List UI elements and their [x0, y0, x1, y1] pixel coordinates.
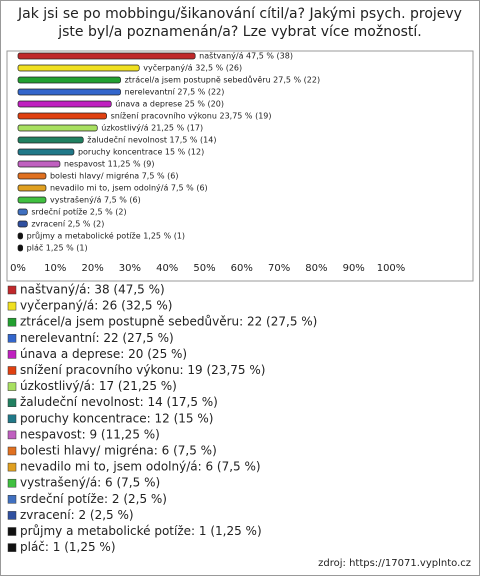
value-label: úzkostlivý/á 21,25 % (17) — [101, 124, 203, 133]
legend-label: nerelevantní: 22 (27,5 %) — [20, 331, 174, 345]
value-label: naštvaný/á 47,5 % (38) — [199, 51, 293, 61]
legend-label: průjmy a metabolické potíže: 1 (1,25 %) — [20, 524, 262, 538]
legend-label: pláč: 1 (1,25 %) — [20, 540, 116, 554]
x-tick-label: 60% — [231, 263, 253, 274]
bar — [17, 232, 24, 240]
bar — [17, 172, 47, 180]
legend-label: únava a deprese: 20 (25 %) — [20, 347, 187, 361]
bar — [17, 124, 98, 132]
legend-label: naštvaný/á: 38 (47,5 %) — [20, 283, 165, 297]
legend-label: nespavost: 9 (11,25 %) — [20, 427, 160, 441]
value-label: vyčerpaný/á 32,5 % (26) — [143, 63, 242, 73]
value-label: snížení pracovního výkonu 23,75 % (19) — [111, 112, 272, 121]
legend-swatch — [7, 317, 17, 327]
legend-swatch — [7, 301, 17, 311]
x-tick-label: 40% — [156, 263, 178, 274]
legend-label: úzkostlivý/á: 17 (21,25 %) — [20, 379, 177, 393]
legend-swatch — [7, 527, 17, 536]
x-tick-label: 70% — [268, 263, 290, 274]
legend-swatch — [7, 462, 17, 472]
legend-swatch — [7, 495, 17, 504]
legend-label: vystrašený/á: 6 (7,5 %) — [20, 476, 160, 490]
value-label: žaludeční nevolnost 17,5 % (14) — [87, 135, 216, 145]
bar — [17, 64, 140, 72]
legend-swatch — [7, 478, 17, 488]
value-label: bolesti hlavy/ migréna 7,5 % (6) — [50, 171, 178, 181]
chart-title: Jak jsi se po mobbingu/šikanování cítil/… — [18, 6, 462, 40]
legend-swatch — [7, 414, 17, 424]
bar — [17, 112, 107, 120]
legend-label: poruchy koncentrace: 12 (15 %) — [20, 411, 213, 425]
plot-frame — [6, 50, 474, 282]
value-label: únava a deprese 25 % (20) — [115, 100, 224, 109]
source: zdroj: https://17071.vyplnto.cz — [318, 558, 471, 569]
legend-swatch — [7, 350, 17, 359]
x-tick-label: 50% — [193, 263, 215, 274]
value-label: nespavost 11,25 % (9) — [64, 160, 155, 169]
legend-swatch — [7, 430, 17, 440]
bar — [17, 52, 196, 60]
x-tick-label: 20% — [81, 263, 103, 274]
legend-swatch — [7, 543, 17, 552]
value-label: ztrácel/a jsem postupně sebedůvěru 27,5 … — [125, 75, 321, 85]
value-label: vystrašený/á 7,5 % (6) — [50, 195, 141, 205]
legend-label: žaludeční nevolnost: 14 (17,5 %) — [20, 395, 218, 409]
legend-swatch — [7, 382, 17, 391]
x-tick-label: 30% — [119, 263, 141, 274]
value-label: pláč 1,25 % (1) — [27, 243, 88, 253]
bar — [17, 160, 61, 168]
bar — [17, 88, 121, 96]
bar — [17, 208, 28, 216]
bar — [17, 184, 47, 192]
x-tick-label: 80% — [305, 263, 327, 274]
x-tick-label: 90% — [343, 263, 365, 274]
x-tick-label: 100% — [377, 263, 406, 274]
legend-swatch — [7, 398, 17, 407]
value-label: nerelevantní 27,5 % (22) — [125, 88, 225, 97]
legend-swatch — [7, 511, 17, 520]
legend-swatch — [7, 446, 17, 456]
bar — [17, 244, 24, 252]
legend-label: vyčerpaný/á: 26 (32,5 %) — [20, 299, 172, 313]
legend-label: bolesti hlavy/ migréna: 6 (7,5 %) — [20, 444, 217, 458]
bar — [17, 100, 112, 108]
legend-label: zvracení: 2 (2,5 %) — [20, 508, 134, 522]
legend-swatch — [7, 334, 17, 343]
legend-label: srdeční potíže: 2 (2,5 %) — [20, 492, 167, 506]
bar — [17, 196, 47, 204]
legend-label: snížení pracovního výkonu: 19 (23,75 %) — [20, 363, 265, 377]
value-label: průjmy a metabolické potíže 1,25 % (1) — [27, 231, 185, 241]
value-label: zvracení 2,5 % (2) — [31, 220, 104, 229]
bar — [17, 76, 121, 84]
legend-label: nevadilo mi to, jsem odolný/á: 6 (7,5 %) — [20, 460, 261, 474]
legend-swatch — [7, 285, 17, 295]
value-label: nevadilo mi to, jsem odolný/á 7,5 % (6) — [50, 184, 208, 193]
legend-label: ztrácel/a jsem postupně sebedůvěru: 22 (… — [20, 315, 317, 329]
bar — [17, 220, 28, 228]
x-tick-label: 0% — [10, 263, 26, 274]
legend-swatch — [7, 366, 17, 375]
bar — [17, 136, 84, 144]
value-label: srdeční potíže 2,5 % (2) — [31, 207, 126, 217]
bar — [17, 148, 75, 156]
x-tick-label: 10% — [44, 263, 66, 274]
value-label: poruchy koncentrace 15 % (12) — [78, 148, 204, 157]
